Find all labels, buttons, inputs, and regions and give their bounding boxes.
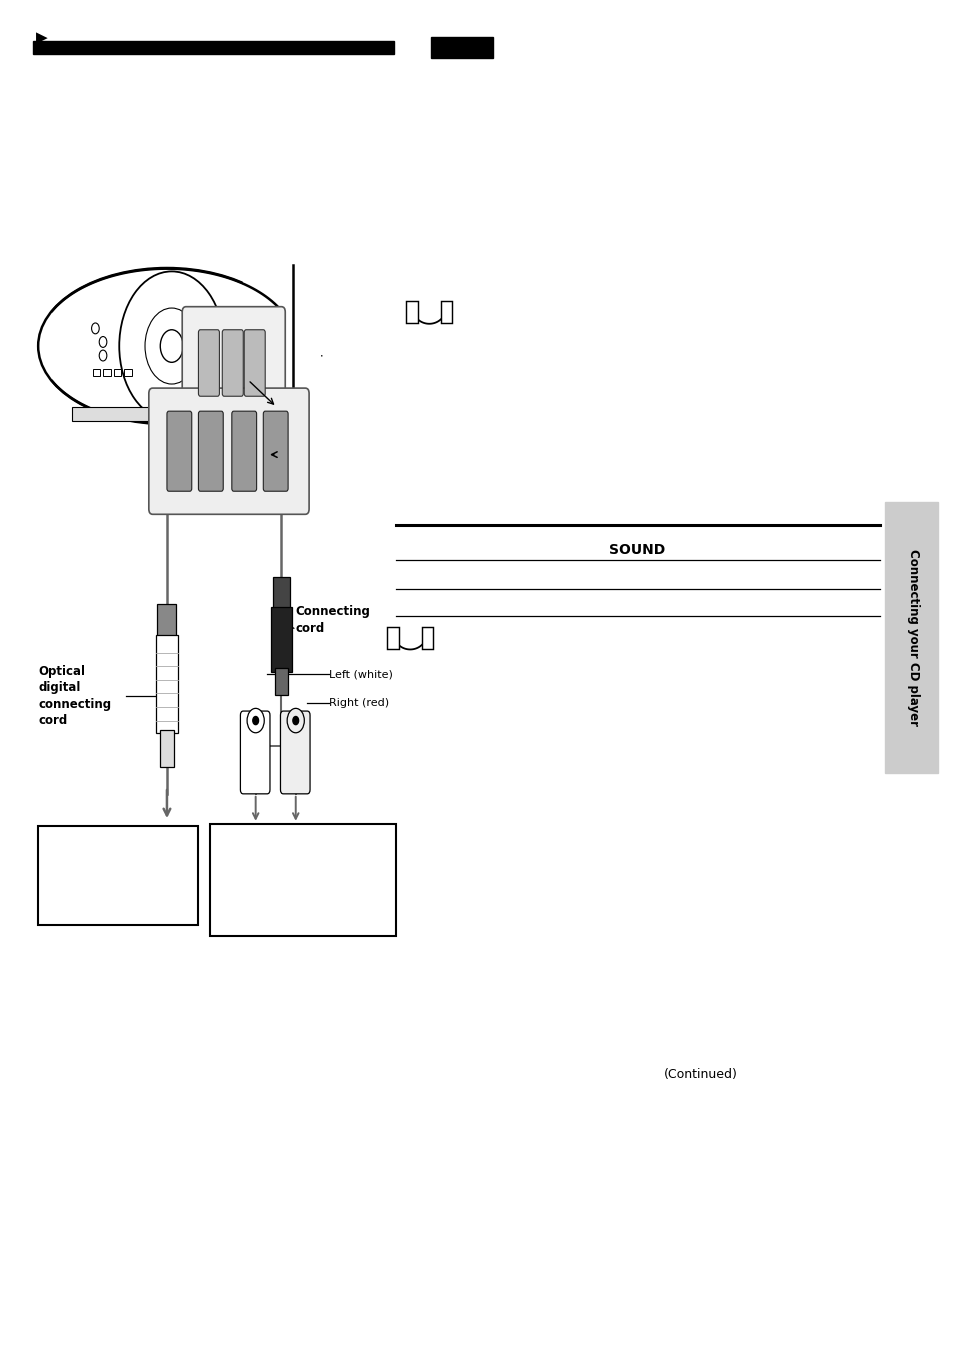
FancyBboxPatch shape — [222, 330, 243, 396]
Bar — [92, 369, 100, 376]
Text: Connecting
cord: Connecting cord — [295, 605, 370, 635]
Bar — [160, 730, 173, 767]
Bar — [155, 635, 178, 733]
Bar — [406, 301, 417, 323]
FancyBboxPatch shape — [198, 411, 223, 491]
Bar — [884, 502, 937, 773]
Circle shape — [99, 350, 107, 361]
Bar — [33, 42, 394, 54]
Bar — [271, 607, 292, 672]
FancyBboxPatch shape — [244, 330, 265, 396]
Circle shape — [287, 708, 304, 733]
Bar — [210, 824, 395, 936]
Bar — [38, 826, 198, 925]
Text: SOUND: SOUND — [609, 543, 664, 556]
Text: Stereo system,
cassette recorder,
radio cassette
recorder, etc.: Stereo system, cassette recorder, radio … — [242, 848, 363, 912]
Circle shape — [91, 323, 99, 334]
FancyBboxPatch shape — [263, 411, 288, 491]
Bar — [274, 668, 288, 695]
Text: to LINE OUT
(OPTICAL): to LINE OUT (OPTICAL) — [243, 354, 322, 383]
Text: Optical
digital
connecting
cord: Optical digital connecting cord — [38, 665, 112, 727]
Bar — [113, 369, 121, 376]
Bar — [421, 627, 433, 649]
FancyBboxPatch shape — [149, 388, 309, 514]
Bar — [431, 37, 493, 58]
Circle shape — [119, 271, 224, 421]
Bar — [71, 407, 291, 421]
Text: Right (red): Right (red) — [329, 697, 389, 708]
FancyBboxPatch shape — [182, 307, 285, 419]
Bar — [243, 265, 319, 421]
Bar — [103, 369, 111, 376]
Text: ▶: ▶ — [36, 30, 48, 46]
FancyBboxPatch shape — [280, 711, 310, 794]
Bar — [273, 577, 290, 611]
Circle shape — [160, 330, 183, 362]
Bar — [157, 604, 176, 638]
Circle shape — [99, 337, 107, 347]
Circle shape — [253, 716, 258, 725]
Text: (Continued): (Continued) — [663, 1068, 738, 1082]
Text: Left (white): Left (white) — [329, 669, 393, 680]
FancyBboxPatch shape — [198, 330, 219, 396]
FancyBboxPatch shape — [167, 411, 192, 491]
Ellipse shape — [38, 269, 295, 425]
Text: Connecting your CD player: Connecting your CD player — [906, 550, 920, 726]
FancyBboxPatch shape — [240, 711, 270, 794]
Bar — [440, 301, 452, 323]
Text: MiniDisc
recorder, DAT
deck, etc.: MiniDisc recorder, DAT deck, etc. — [73, 852, 163, 900]
Circle shape — [293, 716, 298, 725]
Bar — [124, 369, 132, 376]
Circle shape — [247, 708, 264, 733]
FancyBboxPatch shape — [232, 411, 256, 491]
Circle shape — [145, 308, 198, 384]
Bar — [387, 627, 398, 649]
